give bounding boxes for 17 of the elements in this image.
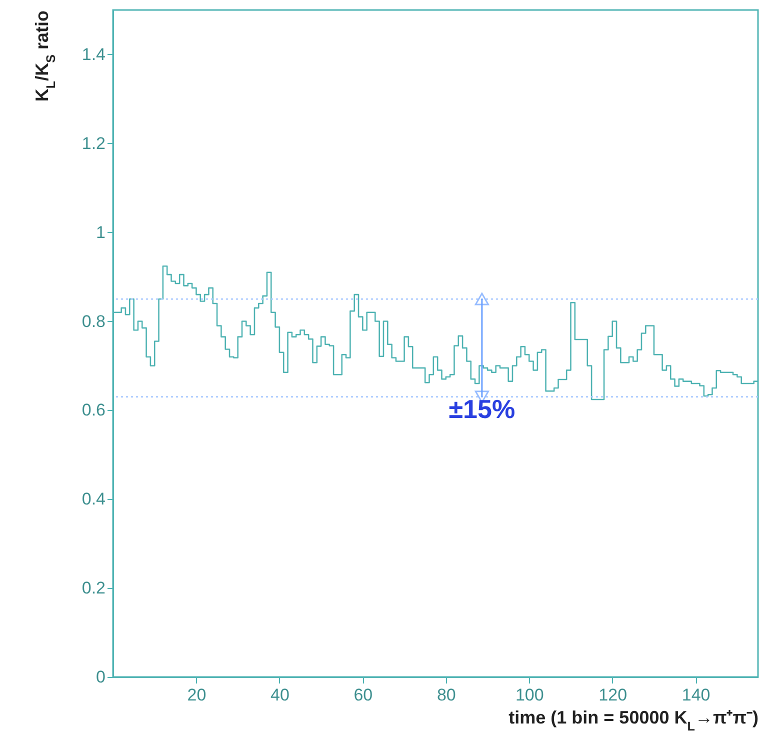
- y-tick-label: 0: [96, 668, 106, 686]
- x-axis-title: time (1 bin = 50000 K$_{L}$→π⁺π⁻): [508, 708, 758, 734]
- x-tick-label: 60: [354, 686, 373, 704]
- y-tick-label: 1: [96, 222, 106, 242]
- x-tick-label: 140: [682, 686, 710, 704]
- y-tick-label: 1.2: [82, 134, 106, 153]
- x-tick-label: 40: [270, 686, 290, 704]
- x-tick-label: 120: [598, 686, 628, 704]
- y-tick-label: 1.4: [82, 44, 106, 64]
- y-tick-label: 0.4: [82, 490, 106, 509]
- x-tick-label: 100: [515, 686, 544, 704]
- y-tick-label: 0.8: [82, 312, 106, 331]
- x-tick-label: 20: [187, 686, 206, 704]
- y-tick-label: 0.6: [82, 400, 106, 420]
- x-tick-label: 80: [436, 686, 456, 704]
- y-tick-label: 0.2: [82, 578, 106, 598]
- annotation: ±15%: [448, 394, 516, 424]
